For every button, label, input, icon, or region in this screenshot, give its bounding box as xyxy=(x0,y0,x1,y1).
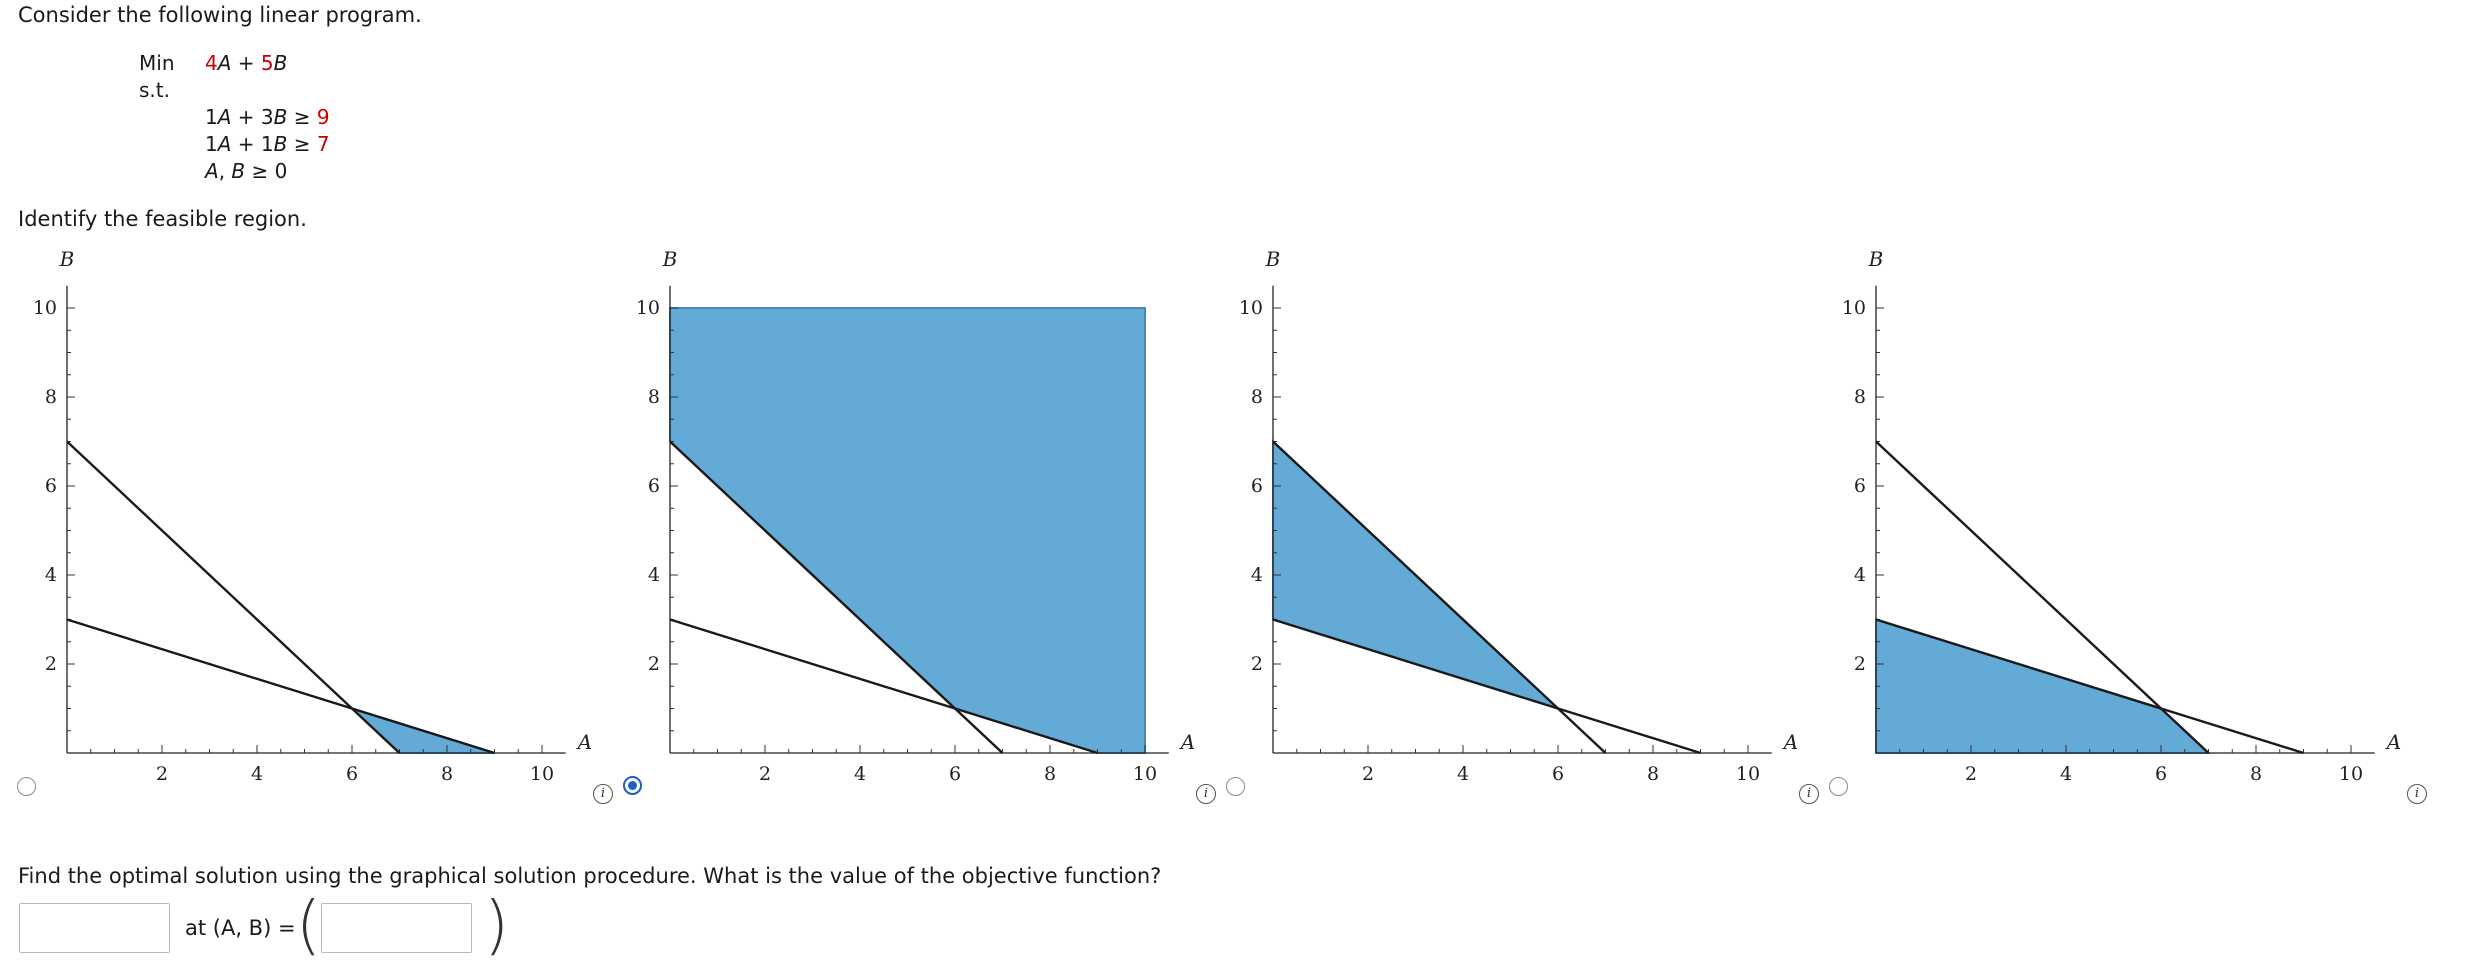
x-axis-label: A xyxy=(576,730,592,754)
question-optimal-solution: Find the optimal solution using the grap… xyxy=(18,864,1162,888)
constraint-line-2 xyxy=(66,440,401,754)
question-identify-region: Identify the feasible region. xyxy=(18,207,307,231)
feasible-region-option-3: 2 4 6 8 10 2 4 6 8 10 A B xyxy=(1226,240,1826,820)
x-tick-label: 6 xyxy=(1552,763,1564,785)
radio-option-4[interactable] xyxy=(1829,777,1848,796)
y-axis-label: B xyxy=(1265,247,1281,271)
y-tick-label: 8 xyxy=(45,386,57,408)
y-tick-label: 4 xyxy=(1854,564,1866,586)
x-tick-label: 6 xyxy=(2155,763,2167,785)
objective-function: 4A + 5B xyxy=(205,51,288,75)
feasible-region xyxy=(669,307,1146,754)
info-icon[interactable]: i xyxy=(1799,784,1819,804)
radio-option-2[interactable] xyxy=(623,776,642,795)
y-tick-label: 8 xyxy=(1251,386,1263,408)
st-label: s.t. xyxy=(139,78,170,102)
feasible-region-option-4: 2 4 6 8 10 2 4 6 8 10 A B xyxy=(1829,240,2429,820)
y-tick-label: 4 xyxy=(1251,564,1263,586)
y-tick-label: 6 xyxy=(45,475,57,497)
graph-svg: 2 4 6 8 10 2 4 6 8 10 A B xyxy=(33,247,592,785)
info-icon[interactable]: i xyxy=(2407,784,2427,804)
x-tick-label: 10 xyxy=(530,763,554,785)
constraint-line-1 xyxy=(1875,618,2304,755)
x-tick-label: 8 xyxy=(1044,763,1056,785)
y-axis-label: B xyxy=(59,247,75,271)
x-tick-label: 8 xyxy=(2250,763,2262,785)
x-tick-label: 10 xyxy=(1133,763,1157,785)
point-value-input[interactable] xyxy=(321,903,472,953)
y-tick-label: 10 xyxy=(1842,297,1866,319)
x-axis-label: A xyxy=(1179,730,1195,754)
x-tick-label: 6 xyxy=(949,763,961,785)
x-axis-label: A xyxy=(2385,730,2401,754)
feasible-region-option-2: 2 4 6 8 10 2 4 6 8 10 A B xyxy=(623,240,1223,820)
close-paren: ) xyxy=(484,889,509,963)
constraint-line-1 xyxy=(1272,618,1701,755)
at-point-label: at (A, B) = xyxy=(185,916,296,940)
x-tick-label: 4 xyxy=(2060,763,2072,785)
radio-option-3[interactable] xyxy=(1226,777,1245,796)
constraint-1: 1A + 3B ≥ 9 xyxy=(205,105,330,129)
x-tick-label: 6 xyxy=(346,763,358,785)
x-tick-label: 2 xyxy=(759,763,771,785)
x-tick-label: 4 xyxy=(251,763,263,785)
graph-svg: 2 4 6 8 10 2 4 6 8 10 A B xyxy=(1239,247,1798,785)
x-tick-label: 2 xyxy=(156,763,168,785)
y-tick-label: 6 xyxy=(1854,475,1866,497)
y-tick-label: 4 xyxy=(648,564,660,586)
feasible-region xyxy=(1875,618,2212,754)
y-tick-label: 10 xyxy=(636,297,660,319)
min-label: Min xyxy=(139,51,175,75)
constraint-2: 1A + 1B ≥ 7 xyxy=(205,132,330,156)
x-tick-label: 8 xyxy=(441,763,453,785)
x-tick-label: 2 xyxy=(1965,763,1977,785)
x-tick-label: 4 xyxy=(1457,763,1469,785)
y-tick-label: 10 xyxy=(33,297,57,319)
constraint-line-2 xyxy=(1272,440,1607,754)
open-paren: ( xyxy=(296,889,321,963)
graph-svg: 2 4 6 8 10 2 4 6 8 10 A B xyxy=(1842,247,2401,785)
x-axis-label: A xyxy=(1782,730,1798,754)
constraint-line-2 xyxy=(1875,440,2210,754)
objective-value-input[interactable] xyxy=(19,903,170,953)
constraint-line-1 xyxy=(66,618,495,755)
y-tick-label: 6 xyxy=(648,475,660,497)
y-tick-label: 4 xyxy=(45,564,57,586)
intro-text: Consider the following linear program. xyxy=(18,3,422,27)
radio-option-1[interactable] xyxy=(17,777,36,796)
x-tick-label: 2 xyxy=(1362,763,1374,785)
y-tick-label: 2 xyxy=(45,653,57,675)
x-tick-label: 4 xyxy=(854,763,866,785)
y-axis-label: B xyxy=(1868,247,1884,271)
info-icon[interactable]: i xyxy=(1196,784,1216,804)
constraint-line-2 xyxy=(669,440,1004,754)
y-tick-label: 2 xyxy=(1251,653,1263,675)
nonnegativity-constraint: A, B ≥ 0 xyxy=(205,159,288,183)
y-axis-label: B xyxy=(662,247,678,271)
graph-svg: 2 4 6 8 10 2 4 6 8 10 A B xyxy=(636,247,1195,785)
y-tick-label: 8 xyxy=(648,386,660,408)
x-tick-label: 8 xyxy=(1647,763,1659,785)
x-tick-label: 10 xyxy=(2339,763,2363,785)
y-tick-label: 2 xyxy=(1854,653,1866,675)
y-tick-label: 6 xyxy=(1251,475,1263,497)
y-tick-label: 8 xyxy=(1854,386,1866,408)
info-icon[interactable]: i xyxy=(593,784,613,804)
x-tick-label: 10 xyxy=(1736,763,1760,785)
y-tick-label: 10 xyxy=(1239,297,1263,319)
constraint-line-1 xyxy=(669,618,1098,755)
y-tick-label: 2 xyxy=(648,653,660,675)
feasible-region-option-1: 2 4 6 8 10 2 4 6 8 10 A B xyxy=(20,240,620,820)
